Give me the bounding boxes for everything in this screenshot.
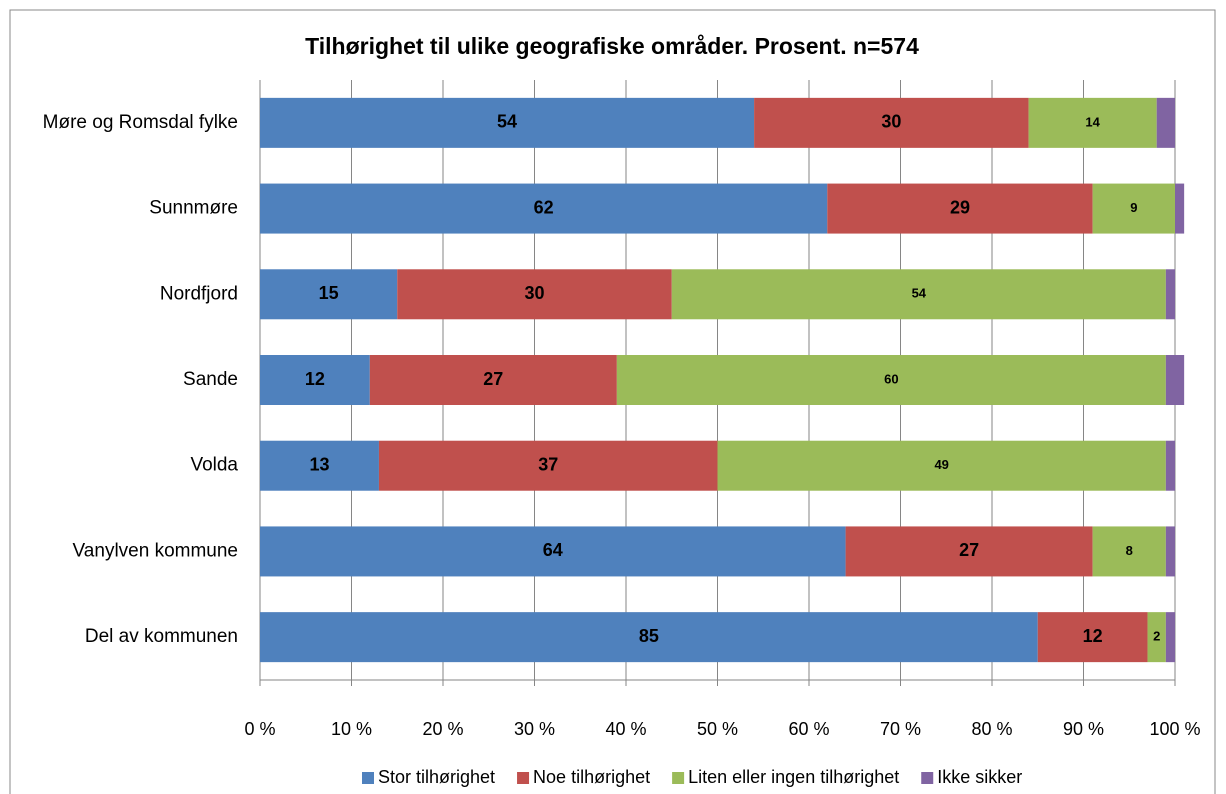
data-label: 30 [524, 283, 544, 303]
data-label: 2 [1153, 629, 1160, 644]
y-tick-label: Volda [190, 455, 238, 476]
data-label: 29 [950, 197, 970, 217]
bar-segment [260, 269, 398, 320]
data-label: 37 [538, 454, 558, 474]
bar-segment [1165, 355, 1185, 405]
legend-label: Noe tilhørighet [533, 767, 650, 787]
data-label: 14 [1085, 114, 1100, 129]
bar-segment [754, 97, 1029, 148]
bar-segment [1156, 97, 1175, 148]
data-label: 12 [1083, 626, 1103, 646]
bar-segment [260, 355, 370, 405]
bar-segment [260, 183, 828, 234]
y-tick-label: Del av kommunen [85, 626, 238, 647]
bar-segment [260, 97, 755, 148]
bar-segment [1028, 97, 1157, 148]
bar-segment [260, 612, 1038, 663]
data-label: 49 [934, 457, 948, 472]
bar-segment [369, 355, 617, 405]
data-label: 27 [959, 540, 979, 560]
y-tick-label: Sande [183, 369, 238, 390]
bar-segment [717, 440, 1166, 491]
bar-segment [1165, 440, 1175, 491]
legend-swatch [517, 772, 530, 784]
data-label: 54 [912, 286, 927, 301]
bar-segment [1092, 526, 1166, 577]
y-tick-label: Vanylven kommune [73, 540, 238, 561]
data-label: 15 [319, 283, 339, 303]
data-label: 30 [881, 112, 901, 132]
x-tick-label: 100 % [1149, 719, 1200, 739]
x-tick-label: 70 % [880, 719, 921, 739]
data-label: 8 [1126, 543, 1133, 558]
data-label: 60 [884, 371, 898, 386]
bar-segment [397, 269, 672, 320]
legend-label: Liten eller ingen tilhørighet [688, 767, 899, 787]
data-label: 13 [309, 454, 329, 474]
legend-swatch [921, 772, 934, 784]
data-label: 9 [1130, 200, 1137, 215]
x-tick-label: 40 % [605, 719, 646, 739]
bar-segment [827, 183, 1093, 234]
x-tick-label: 30 % [514, 719, 555, 739]
y-tick-label: Nordfjord [160, 283, 238, 304]
x-tick-label: 0 % [244, 719, 275, 739]
bar-segment [1165, 612, 1175, 663]
legend-swatch [362, 772, 374, 784]
legend-label: Stor tilhørighet [378, 767, 495, 787]
y-tick-label: Sunnmøre [149, 198, 238, 219]
x-tick-label: 20 % [422, 719, 463, 739]
bar-segment [260, 440, 379, 491]
x-tick-label: 90 % [1063, 719, 1104, 739]
bar-segment [1147, 612, 1166, 663]
bar-segment [1092, 183, 1175, 234]
data-label: 64 [543, 540, 563, 560]
legend-swatch [672, 772, 685, 784]
data-label: 12 [305, 369, 325, 389]
data-label: 54 [497, 112, 517, 132]
bar-segment [1165, 269, 1175, 320]
bar-segment [260, 526, 846, 577]
data-label: 62 [534, 197, 554, 217]
bar-segment [616, 355, 1166, 405]
bar-segment [1165, 526, 1175, 577]
y-tick-label: Møre og Romsdal fylke [43, 112, 238, 133]
chart-title: Tilhørighet til ulike geografiske område… [305, 33, 919, 59]
data-label: 27 [483, 369, 503, 389]
x-tick-label: 50 % [697, 719, 738, 739]
legend-label: Ikke sikker [937, 767, 1022, 787]
bar-segment [1175, 183, 1185, 234]
data-label: 85 [639, 626, 659, 646]
bar-segment [378, 440, 718, 491]
x-tick-label: 60 % [788, 719, 829, 739]
bar-segment [845, 526, 1093, 577]
x-tick-label: 10 % [331, 719, 372, 739]
x-tick-label: 80 % [971, 719, 1012, 739]
bar-segment [671, 269, 1166, 320]
bar-segment [1037, 612, 1148, 663]
